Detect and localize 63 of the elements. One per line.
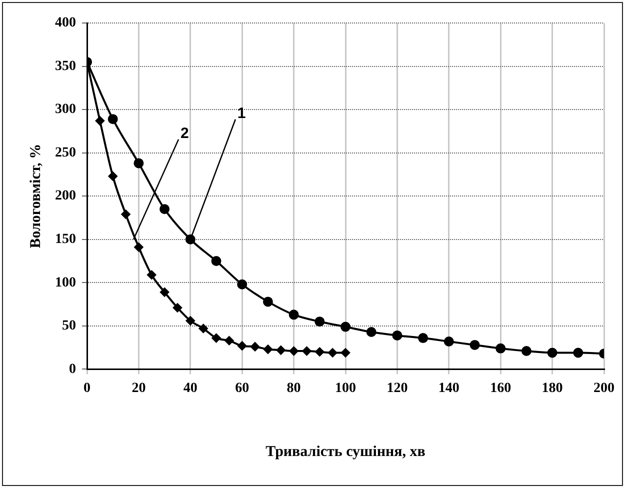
annotation: 2 (180, 125, 189, 142)
point (237, 279, 248, 290)
point (444, 336, 454, 347)
point (328, 348, 338, 358)
x-axis-title: Тривалість сушіння, хв (266, 444, 426, 460)
x-tick-label: 140 (438, 381, 460, 396)
point (108, 172, 118, 181)
point (121, 210, 130, 219)
y-tick-label: 350 (55, 58, 76, 74)
point (134, 158, 144, 168)
point (172, 303, 182, 312)
point (134, 242, 144, 252)
point (262, 296, 273, 307)
point (573, 348, 584, 358)
point (392, 330, 402, 340)
point (160, 288, 170, 297)
x-tick-label: 60 (235, 381, 250, 396)
point (302, 346, 312, 356)
x-tick-label: 40 (183, 381, 198, 396)
point (289, 346, 298, 356)
point (211, 256, 222, 266)
point (418, 333, 428, 344)
point (470, 340, 480, 350)
x-tick-label: 80 (286, 381, 301, 396)
y-tick-label: 200 (55, 188, 76, 204)
point (147, 270, 156, 280)
point (341, 348, 350, 358)
x-tick-label: 180 (542, 381, 563, 396)
point (185, 234, 196, 244)
point (276, 346, 286, 355)
x-tick-label: 160 (490, 381, 512, 396)
point (238, 341, 247, 350)
y-axis-title: Вологовміст, % (28, 144, 44, 248)
x-tick-label: 200 (594, 381, 614, 396)
y-tick-label: 250 (55, 145, 76, 160)
point (198, 324, 208, 334)
point (547, 348, 558, 358)
x-tick-label: 100 (335, 381, 356, 396)
y-tick-label: 100 (55, 275, 76, 290)
point (496, 343, 506, 354)
x-tick-label: 120 (386, 381, 408, 396)
x-tick-label: 20 (132, 381, 146, 396)
y-tick-label: 150 (55, 232, 76, 247)
point (160, 204, 170, 214)
y-tick-label: 0 (69, 362, 76, 377)
x-tick-label: 0 (84, 381, 90, 396)
point (314, 316, 325, 327)
point (521, 346, 532, 356)
point (250, 342, 260, 352)
point (186, 316, 195, 326)
point (224, 336, 234, 346)
point (315, 347, 324, 356)
y-tick-label: 300 (55, 102, 76, 118)
point (340, 322, 350, 332)
point (108, 114, 118, 124)
point (95, 116, 104, 126)
point (366, 326, 376, 337)
point (212, 334, 221, 343)
y-tick-label: 400 (55, 16, 76, 31)
annotation: 1 (237, 105, 246, 122)
point (263, 344, 272, 354)
y-tick-label: 50 (62, 318, 76, 334)
point (288, 310, 299, 320)
